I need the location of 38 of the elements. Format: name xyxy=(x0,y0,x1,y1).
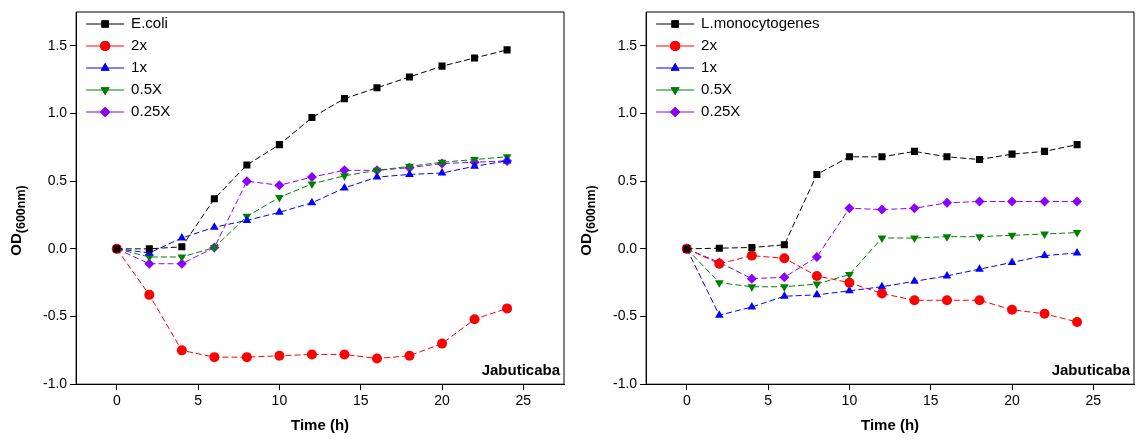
x-tick-label: 10 xyxy=(271,392,288,409)
x-axis-title: Time (h) xyxy=(291,416,350,434)
annotation: Jabuticaba xyxy=(1051,360,1131,378)
x-tick-label: 0 xyxy=(682,392,691,409)
annotation: Jabuticaba xyxy=(481,360,561,378)
legend-label: 0.25X xyxy=(701,102,741,120)
legend-label: L.monocytogenes xyxy=(701,14,820,32)
legend-label: 0.25X xyxy=(131,102,171,120)
y-tick-label: 0.0 xyxy=(617,239,638,256)
x-tick-label: 20 xyxy=(434,392,451,409)
y-tick-label: -0.5 xyxy=(613,307,638,324)
y-tick-label: 0.5 xyxy=(47,172,68,189)
y-tick-label: -0.5 xyxy=(43,307,68,324)
y-tick-label: -1.0 xyxy=(43,375,68,392)
y-tick-label: 0.0 xyxy=(47,239,68,256)
y-tick-label: -1.0 xyxy=(613,375,638,392)
x-tick-label: 15 xyxy=(922,392,939,409)
legend-label: 0.5X xyxy=(701,80,732,98)
legend-label: 2x xyxy=(131,36,148,54)
legend-label: 1x xyxy=(131,58,148,76)
x-axis-title: Time (h) xyxy=(861,416,920,434)
y-tick-label: 1.5 xyxy=(47,36,68,53)
legend-label: 0.5X xyxy=(131,80,162,98)
x-tick-label: 0 xyxy=(112,392,121,409)
legend-label: 1x xyxy=(701,58,718,76)
x-tick-label: 25 xyxy=(1085,392,1102,409)
y-tick-label: 1.0 xyxy=(617,104,638,121)
y-tick-label: 1.5 xyxy=(617,36,638,53)
y-tick-label: 0.5 xyxy=(617,172,638,189)
legend-label: 2x xyxy=(701,36,718,54)
x-tick-label: 5 xyxy=(764,392,773,409)
legend-label: E.coli xyxy=(131,14,168,32)
x-tick-label: 5 xyxy=(194,392,203,409)
x-tick-label: 15 xyxy=(352,392,369,409)
y-tick-label: 1.0 xyxy=(47,104,68,121)
x-tick-label: 10 xyxy=(841,392,858,409)
x-tick-label: 25 xyxy=(515,392,532,409)
x-tick-label: 20 xyxy=(1004,392,1021,409)
